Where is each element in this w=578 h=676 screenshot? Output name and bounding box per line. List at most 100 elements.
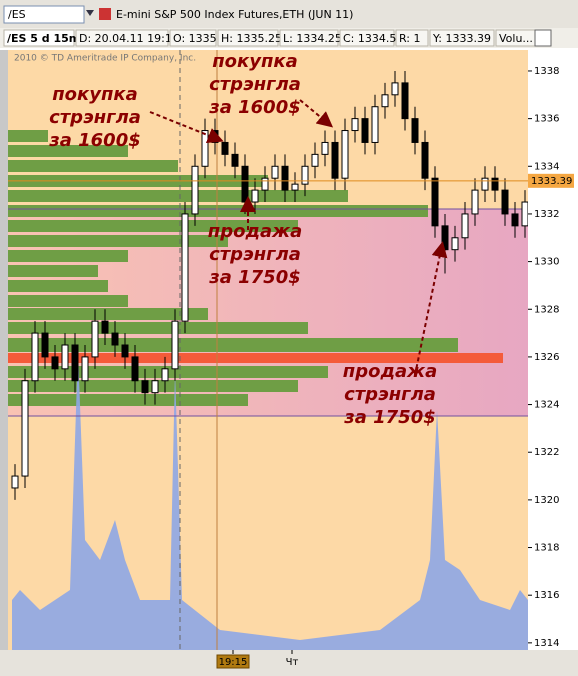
info-cell [339, 29, 395, 47]
candle-body [111, 332, 119, 346]
symbol: /ES [8, 8, 26, 21]
candle-body [71, 344, 79, 382]
candle-body [491, 177, 499, 191]
candle-body [151, 380, 159, 394]
candle-body [181, 213, 189, 322]
info-text: R: 1 [399, 32, 421, 45]
candle-body [21, 380, 29, 477]
symbol-input[interactable] [3, 5, 85, 24]
candle-body [171, 320, 179, 370]
info-cell [217, 29, 279, 47]
x-tick-label: Чт [286, 657, 299, 668]
candle-body [51, 356, 59, 370]
info-text: O: 1335 [173, 32, 217, 45]
candle-body [261, 177, 269, 191]
candle-body [201, 130, 209, 167]
candle-body [481, 177, 489, 191]
candle-body [211, 130, 219, 143]
annotation: стрэнгла [344, 384, 436, 405]
candle-body [451, 237, 459, 251]
annotation: покупка [52, 84, 138, 105]
candle-body [461, 213, 469, 239]
annotation: за 1600$ [208, 97, 301, 118]
candle-body [341, 130, 349, 179]
candle-body [101, 320, 109, 334]
watermark: 2010 © TD Ameritrade IP Company, Inc. [14, 54, 196, 64]
info-text: H: 1335.25 [221, 32, 282, 45]
candle-body [161, 368, 169, 382]
candles [11, 70, 529, 500]
annotation: стрэнгла [49, 107, 141, 128]
candle-body [421, 141, 429, 179]
candle-body [291, 183, 299, 191]
y-tick-label: 1336 [534, 114, 559, 125]
y-tick-label: 1338 [534, 66, 559, 77]
y-tick-label: 1326 [534, 352, 559, 363]
icon [99, 8, 111, 20]
y-tick-label: 1330 [534, 257, 559, 268]
candle-body [141, 380, 149, 394]
candle-body [381, 94, 389, 108]
candle-body [91, 320, 99, 358]
x-tick-label: 19:15 [219, 657, 248, 668]
candle-body [521, 201, 529, 227]
poc-band [8, 353, 503, 363]
y-tick-label: 1324 [534, 400, 559, 411]
info-text: D: 20.04.11 19:15 [79, 32, 179, 45]
annotation: стрэнгла [209, 74, 301, 95]
candle-body [131, 356, 139, 382]
info-text: Volu... [499, 32, 533, 45]
y-tick-label: 1332 [534, 209, 559, 220]
info-text: Y: 1333.39 [432, 32, 491, 45]
left-edge [0, 50, 8, 650]
candle-body [391, 82, 399, 96]
time-axis [0, 650, 578, 676]
toolbar [0, 0, 578, 28]
annotation: продажа [208, 221, 302, 242]
last-price-box [528, 173, 574, 188]
candle-body [321, 141, 329, 155]
info-text: L: 1334.25 [283, 32, 342, 45]
candle-body [281, 165, 289, 191]
candle-body [511, 213, 519, 227]
annotation: продажа [343, 361, 437, 382]
annotation: за 1750$ [343, 407, 436, 428]
info-cell [279, 29, 339, 47]
candle-body [371, 106, 379, 143]
info-text: C: 1334.5 [343, 32, 396, 45]
candle-body [311, 153, 319, 167]
candle-body [361, 118, 369, 143]
arrows [149, 99, 448, 376]
candle-body [221, 141, 229, 155]
candle-body [441, 225, 449, 251]
candle-body [121, 344, 129, 358]
y-tick-label: 1322 [534, 447, 559, 458]
y-tick-label: 1334 [534, 161, 559, 172]
candle-body [431, 177, 439, 227]
info-cell [75, 29, 169, 47]
candle-body [351, 118, 359, 132]
candle-body [501, 189, 509, 215]
y-tick-label: 1316 [534, 590, 559, 601]
x-tick-highlight [216, 654, 250, 669]
candle-body [331, 141, 339, 179]
info-text: /ES 5 d 15m [7, 32, 80, 45]
y-tick-label: 1314 [534, 638, 559, 649]
chart-button[interactable] [534, 29, 552, 47]
candle-body [251, 189, 259, 203]
candle-body [11, 475, 19, 489]
last-price-label: 1333.39 [531, 176, 572, 187]
price-axis [528, 50, 578, 650]
candle-body [471, 189, 479, 215]
candle-body [31, 332, 39, 382]
candle-body [191, 165, 199, 215]
annotation: за 1750$ [208, 267, 301, 288]
info-cell [429, 29, 495, 47]
dropdown[interactable] [86, 10, 94, 16]
volume-histogram [12, 350, 528, 650]
candle-body [241, 165, 249, 203]
candle-body [301, 165, 309, 185]
candle-body [61, 344, 69, 370]
